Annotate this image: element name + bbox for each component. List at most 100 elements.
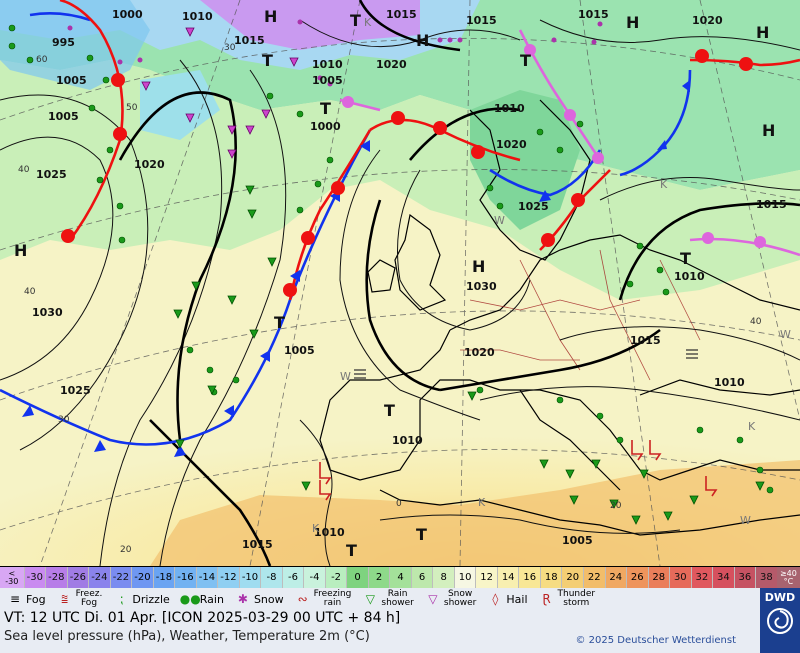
high-center: H bbox=[756, 23, 769, 42]
isobar-label: 1010 bbox=[392, 434, 423, 447]
warm-front-russia bbox=[689, 58, 800, 67]
legend-freezing-fog: ⩰ Freez. Fog bbox=[56, 589, 103, 608]
temperature-labels: 60 50 40 40 30 20 30 40 20 0 bbox=[18, 43, 762, 555]
isobar-label: 1010 bbox=[494, 102, 525, 115]
high-center: H bbox=[264, 7, 277, 26]
isobars-thick bbox=[118, 0, 800, 566]
scale-min-top: < bbox=[8, 568, 16, 578]
legend-fog: ≡ Fog bbox=[6, 592, 46, 606]
rain-shower-icon: ▽ bbox=[365, 592, 375, 606]
scale-cell: -10 bbox=[239, 567, 262, 588]
dwd-logo: DWD bbox=[760, 588, 800, 653]
legend-snow-label: Snow bbox=[253, 592, 284, 606]
scale-cell: 24 bbox=[605, 567, 628, 588]
scale-cell: 30 bbox=[670, 567, 692, 588]
valid-time: VT: 12 UTC Di. 01 Apr. [ICON 2025-03-29 … bbox=[4, 610, 401, 626]
isobar-label: 1025 bbox=[518, 200, 549, 213]
k-label: K bbox=[478, 496, 486, 509]
legend-rain-shower: ▽ Rain shower bbox=[361, 590, 414, 608]
legend-drizzle: ⁏ Drizzle bbox=[112, 592, 169, 606]
scale-cell: -20 bbox=[132, 567, 154, 588]
warm-africa-field bbox=[150, 460, 800, 566]
scale-cell: 18 bbox=[540, 567, 563, 588]
isobar-label: 1015 bbox=[630, 334, 661, 347]
isobars-thin bbox=[0, 19, 800, 566]
temp-label: 40 bbox=[18, 165, 30, 175]
dwd-swirl-icon bbox=[767, 608, 793, 634]
scale-max-bottom: °C bbox=[783, 576, 794, 586]
trough-center: T bbox=[262, 51, 273, 70]
isobar-label: 1015 bbox=[756, 198, 787, 211]
isobar-label: 1005 bbox=[56, 74, 87, 87]
freezing-rain-icon: ∾ bbox=[297, 592, 308, 606]
temp-label: 50 bbox=[126, 103, 138, 113]
fog-symbols bbox=[354, 349, 698, 379]
copyright: © 2025 Deutscher Wetterdienst bbox=[575, 635, 736, 646]
scale-cell: -24 bbox=[89, 567, 111, 588]
hail-icon: ◊ bbox=[492, 592, 499, 606]
scale-cell: 6 bbox=[411, 567, 434, 588]
w-label: W bbox=[494, 214, 505, 227]
scale-cell: -18 bbox=[153, 567, 176, 588]
scale-min-bottom: -30 bbox=[5, 576, 19, 586]
isobar-label: 1020 bbox=[496, 138, 527, 151]
w-label: W bbox=[340, 370, 351, 383]
thunderstorm-icon: Ɽ bbox=[542, 592, 551, 606]
warm-front-mid-atlantic bbox=[288, 129, 372, 301]
isobar-label: 1030 bbox=[466, 280, 497, 293]
temp-label: 0 bbox=[396, 499, 402, 509]
isobar-label: 1020 bbox=[376, 58, 407, 71]
legend-freezing-fog-label-2: Fog bbox=[80, 598, 98, 608]
isobar-label: 1025 bbox=[36, 168, 67, 181]
isobar-label: 1015 bbox=[234, 34, 265, 47]
scale-cell: -28 bbox=[46, 567, 68, 588]
isobar-label: 1000 bbox=[310, 120, 341, 133]
fog-icon: ≡ bbox=[9, 592, 21, 606]
scale-cell: 26 bbox=[627, 567, 649, 588]
legend-snow-shower: ▽ Snow shower bbox=[424, 589, 476, 608]
coastlines bbox=[319, 99, 800, 536]
dwd-logo-text: DWD bbox=[764, 591, 796, 604]
legend-rain-label: Rain bbox=[199, 592, 224, 606]
temp-label: 40 bbox=[750, 317, 762, 327]
legend-hail: ◊ Hail bbox=[486, 592, 527, 606]
isobar-label: 1005 bbox=[312, 74, 343, 87]
map-info: VT: 12 UTC Di. 01 Apr. [ICON 2025-03-29 … bbox=[0, 610, 760, 653]
temp-label: 40 bbox=[24, 287, 36, 297]
scale-min-cell: < -30 bbox=[0, 567, 25, 588]
scale-cell: 10 bbox=[454, 567, 477, 588]
scale-cell: 32 bbox=[691, 567, 714, 588]
isobar-label: 1015 bbox=[242, 538, 273, 551]
isobar-label: 1005 bbox=[284, 344, 315, 357]
scale-cell: 14 bbox=[497, 567, 520, 588]
snow-symbols bbox=[67, 19, 603, 87]
legend-snow: ✱ Snow bbox=[234, 592, 284, 606]
legend-freezing-rain-label-2: rain bbox=[323, 598, 342, 608]
w-label: W bbox=[780, 328, 791, 341]
legend-freezing-fog-label-1: Freez. bbox=[75, 589, 103, 599]
high-center: H bbox=[762, 121, 775, 140]
pressure-centers: H H H H H H H T T T T T T T T T bbox=[14, 7, 775, 560]
rain-shower-symbols bbox=[173, 185, 765, 525]
map-description: Sea level pressure (hPa), Weather, Tempe… bbox=[4, 629, 370, 644]
isobar-label: 1025 bbox=[60, 384, 91, 397]
trough-center: T bbox=[680, 249, 691, 268]
legend-rain-shower-label-2: shower bbox=[381, 598, 414, 608]
arctic-purple-field bbox=[200, 0, 420, 50]
scale-cell: 20 bbox=[562, 567, 584, 588]
legend-thunderstorm-label-1: Thunder bbox=[557, 589, 596, 599]
high-center: H bbox=[416, 31, 429, 50]
isobar-label: 1015 bbox=[386, 8, 417, 21]
scale-cell: -16 bbox=[175, 567, 197, 588]
temperature-scale: < -30 -30 -28 -26 -24 -22 -20 -18 -16 -14 -12 -10-… bbox=[0, 566, 800, 588]
legend-snow-shower-label-1: Snow bbox=[447, 589, 473, 599]
scale-cell: 34 bbox=[713, 567, 735, 588]
temp-label: 30 bbox=[58, 415, 70, 425]
w-label: W bbox=[740, 514, 751, 527]
temp-label: 20 bbox=[610, 501, 622, 511]
scale-max-top: ≥40 bbox=[779, 568, 797, 578]
k-label: K bbox=[660, 178, 668, 191]
isobar-label: 1010 bbox=[714, 376, 745, 389]
isobar-label: 1015 bbox=[466, 14, 497, 27]
scale-cell: -6 bbox=[282, 567, 305, 588]
